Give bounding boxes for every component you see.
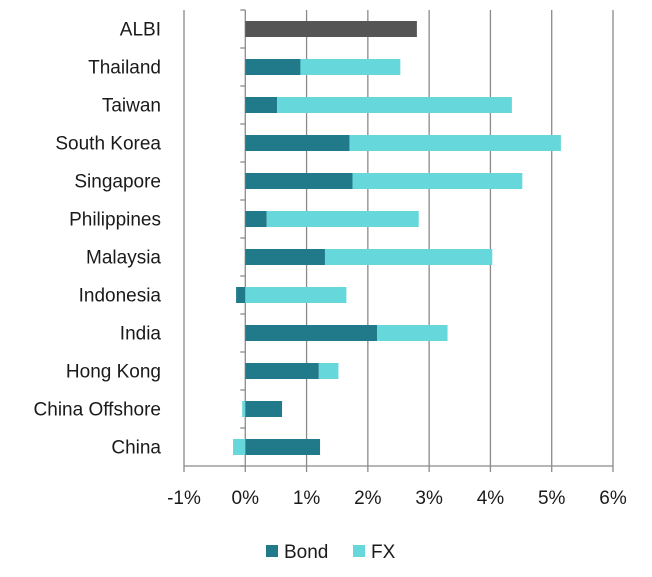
bar-indonesia-bond xyxy=(236,287,246,303)
category-label: China Offshore xyxy=(34,400,161,421)
bar-indonesia-fx xyxy=(245,287,347,303)
x-tick-label: 6% xyxy=(599,488,627,509)
x-tick-label: 5% xyxy=(538,488,566,509)
category-label: Philippines xyxy=(69,210,161,231)
bar-albi-total xyxy=(245,21,417,37)
bar-malaysia-bond xyxy=(245,249,325,265)
bar-china-offshore-fx xyxy=(242,401,246,417)
x-tick-labels: -1% 0% 1% 2% 3% 4% 5% 6% xyxy=(167,488,627,509)
category-label: China xyxy=(111,438,161,459)
bar-india-bond xyxy=(245,325,378,341)
category-label: Taiwan xyxy=(102,96,161,117)
bar-hong-kong-bond xyxy=(245,363,319,379)
bar-china-fx xyxy=(233,439,246,455)
bar-south-korea-bond xyxy=(245,135,350,151)
bar-malaysia-fx xyxy=(324,249,493,265)
bar-thailand-bond xyxy=(245,59,301,75)
x-tick-label: 0% xyxy=(232,488,260,509)
axes xyxy=(183,9,614,472)
x-tick-label: -1% xyxy=(167,488,201,509)
category-label: Singapore xyxy=(74,172,161,193)
x-tick-label: 1% xyxy=(293,488,321,509)
bar-singapore-bond xyxy=(245,173,353,189)
bar-hong-kong-fx xyxy=(318,363,339,379)
bar-india-fx xyxy=(377,325,448,341)
bar-taiwan-fx xyxy=(277,97,512,113)
category-label: ALBI xyxy=(120,20,161,41)
bar-china-bond xyxy=(245,439,321,455)
bar-taiwan-bond xyxy=(245,97,278,113)
legend-swatch-bond xyxy=(266,545,278,557)
x-tick-label: 3% xyxy=(415,488,443,509)
gridlines xyxy=(244,10,614,466)
category-label: Malaysia xyxy=(86,248,161,269)
bar-philippines-fx xyxy=(266,211,419,227)
category-label: Thailand xyxy=(88,58,161,79)
x-tick-label: 2% xyxy=(354,488,382,509)
legend: Bond FX xyxy=(266,542,396,563)
bar-philippines-bond xyxy=(245,211,267,227)
category-label: Hong Kong xyxy=(66,362,161,383)
legend-label-fx: FX xyxy=(371,542,396,563)
category-label: Indonesia xyxy=(79,286,162,307)
legend-label-bond: Bond xyxy=(284,542,328,563)
bar-south-korea-fx xyxy=(349,135,561,151)
bar-singapore-fx xyxy=(352,173,523,189)
category-labels: ALBI Thailand Taiwan South Korea Singapore Ph… xyxy=(34,20,162,459)
category-label: India xyxy=(120,324,162,345)
bar-thailand-fx xyxy=(300,59,401,75)
legend-swatch-fx xyxy=(353,545,365,557)
bar-china-offshore-bond xyxy=(245,401,283,417)
bars xyxy=(233,21,561,455)
category-label: South Korea xyxy=(55,134,161,155)
x-tick-label: 4% xyxy=(477,488,505,509)
